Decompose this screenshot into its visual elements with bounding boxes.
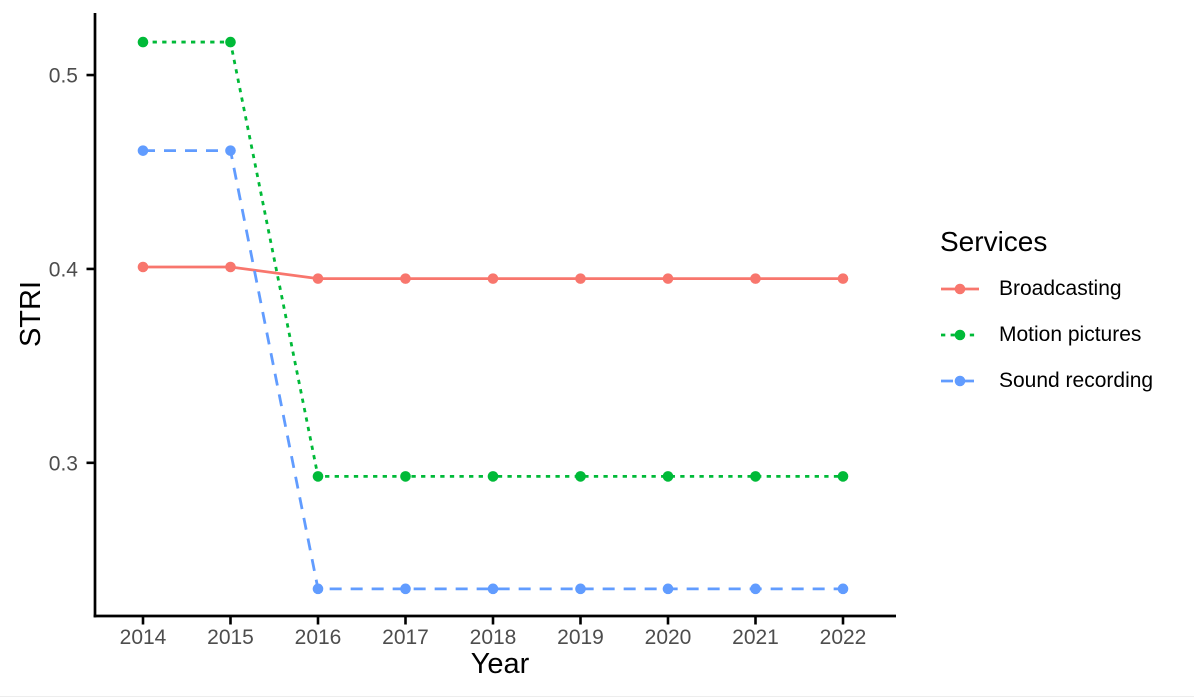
x-tick-label: 2018 bbox=[470, 626, 517, 649]
series-line-sound-recording bbox=[143, 149, 843, 591]
y-tick-label: 0.4 bbox=[49, 258, 79, 281]
data-point-motion-pictures-2019 bbox=[575, 471, 586, 482]
data-point-broadcasting-2020 bbox=[662, 273, 674, 284]
data-point-motion-pictures-2014 bbox=[137, 36, 149, 48]
data-point-motion-pictures-2016 bbox=[312, 471, 324, 482]
data-point-sound-recording-2021 bbox=[750, 583, 761, 595]
data-point-broadcasting-2019 bbox=[575, 273, 586, 284]
data-point-sound-recording-2018 bbox=[487, 583, 499, 595]
data-point-sound-recording-2016 bbox=[312, 583, 324, 595]
x-tick-label: 2022 bbox=[820, 626, 867, 649]
x-tick-label: 2019 bbox=[557, 626, 604, 649]
y-axis-title: STRI bbox=[15, 280, 47, 348]
data-point-broadcasting-2017 bbox=[400, 273, 411, 284]
legend-label-broadcasting: Broadcasting bbox=[999, 277, 1122, 300]
legend-key-sound-recording bbox=[941, 375, 979, 387]
legend-key-point bbox=[954, 375, 966, 387]
data-point-motion-pictures-2018 bbox=[487, 471, 499, 482]
data-point-motion-pictures-2017 bbox=[400, 471, 411, 482]
x-tick-label: 2015 bbox=[207, 626, 254, 649]
data-point-sound-recording-2020 bbox=[662, 583, 674, 595]
legend-entry-broadcasting: Broadcasting bbox=[940, 277, 1153, 300]
legend-key-point bbox=[954, 329, 966, 341]
data-point-motion-pictures-2021 bbox=[750, 471, 761, 482]
data-point-broadcasting-2015 bbox=[225, 261, 236, 273]
data-point-motion-pictures-2022 bbox=[837, 471, 849, 482]
data-point-sound-recording-2014 bbox=[137, 145, 149, 156]
legend-entry-motion-pictures: Motion pictures bbox=[940, 323, 1153, 346]
x-tick-label: 2020 bbox=[645, 626, 692, 649]
data-point-broadcasting-2018 bbox=[487, 273, 499, 284]
data-point-sound-recording-2017 bbox=[400, 583, 411, 595]
data-point-motion-pictures-2015 bbox=[225, 36, 236, 48]
series-line-motion-pictures bbox=[143, 40, 843, 478]
y-tick-label: 0.5 bbox=[49, 65, 78, 88]
x-tick-label: 2016 bbox=[295, 626, 342, 649]
legend-entry-sound-recording: Sound recording bbox=[940, 369, 1154, 392]
x-tick-label: 2021 bbox=[732, 626, 779, 649]
data-point-sound-recording-2015 bbox=[225, 145, 236, 156]
data-point-broadcasting-2022 bbox=[837, 273, 849, 284]
data-point-broadcasting-2016 bbox=[312, 273, 324, 284]
data-point-broadcasting-2021 bbox=[750, 273, 761, 284]
x-axis-title: Year bbox=[470, 648, 530, 680]
data-point-sound-recording-2019 bbox=[575, 583, 586, 595]
legend-label-sound-recording: Sound recording bbox=[999, 369, 1154, 392]
data-point-broadcasting-2014 bbox=[137, 261, 149, 273]
legend-key-point bbox=[954, 283, 966, 295]
data-point-motion-pictures-2020 bbox=[662, 471, 674, 482]
x-tick-label: 2017 bbox=[382, 626, 429, 649]
y-tick-label: 0.3 bbox=[49, 452, 78, 475]
data-point-sound-recording-2022 bbox=[837, 583, 849, 595]
legend-key-broadcasting bbox=[941, 283, 979, 295]
legend-label-motion-pictures: Motion pictures bbox=[999, 323, 1142, 346]
legend-title: Services bbox=[940, 226, 1048, 257]
legend-entries: Broadcasting Motion pictures Sound recordi… bbox=[940, 277, 1154, 392]
legend: Services Broadcasting Motion pictures Soun… bbox=[940, 227, 1153, 416]
legend-key-motion-pictures bbox=[941, 329, 979, 341]
x-tick-label: 2014 bbox=[120, 626, 167, 649]
